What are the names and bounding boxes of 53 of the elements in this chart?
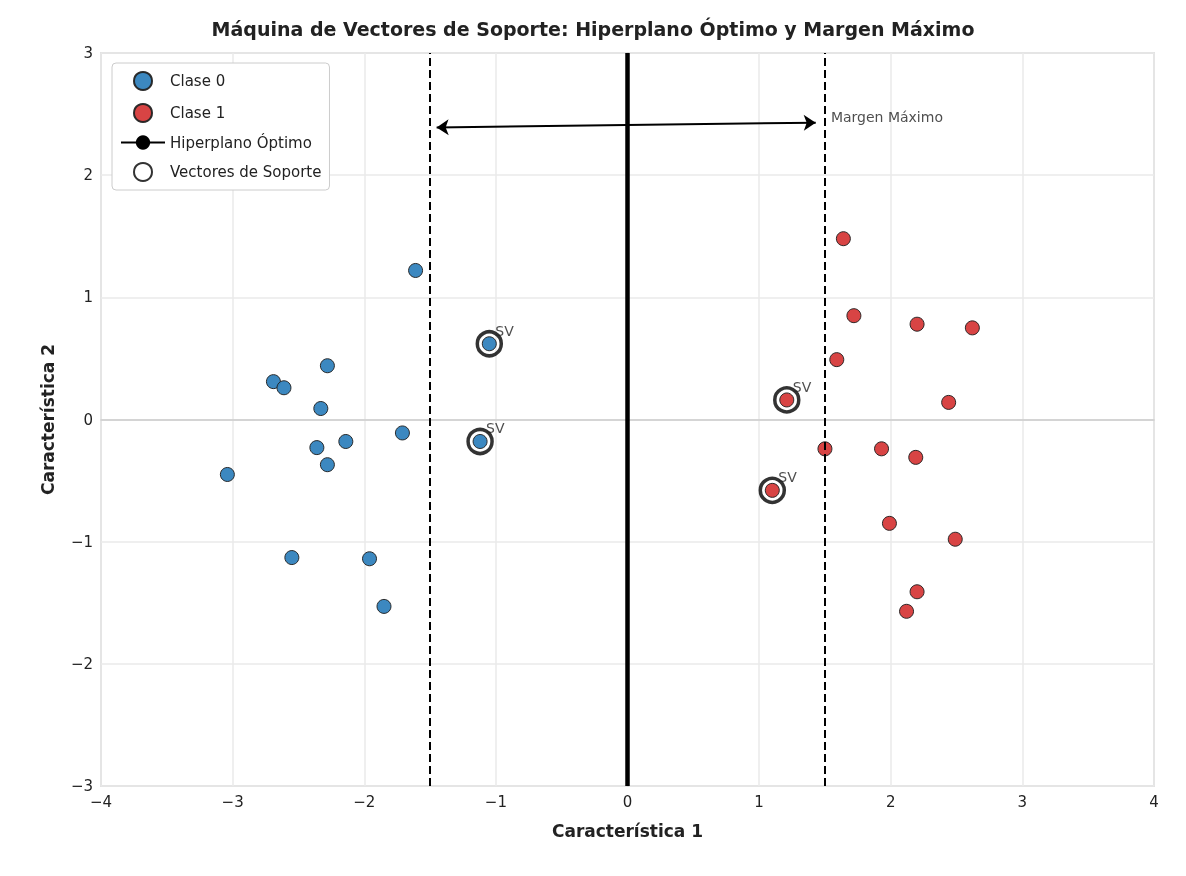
annotation: SV xyxy=(486,420,505,437)
point xyxy=(846,308,862,324)
annotation: Margen Máximo xyxy=(830,108,943,125)
legend-label: Hiperplano Óptimo xyxy=(170,132,312,152)
y-tick-label: −2 xyxy=(70,654,93,673)
point xyxy=(394,425,410,441)
y-tick-label: 3 xyxy=(83,44,93,62)
point xyxy=(219,466,235,482)
x-axis-title: Característica 1 xyxy=(551,820,704,841)
x-tick-label: −4 xyxy=(89,792,113,811)
x-tick-label: 4 xyxy=(1149,792,1159,811)
x-tick-label: −2 xyxy=(353,792,376,811)
point xyxy=(362,551,378,567)
point xyxy=(376,598,392,614)
x-tick-label: 0 xyxy=(622,792,633,811)
annotation: SV xyxy=(495,322,515,339)
y-tick-label: −3 xyxy=(70,777,93,795)
point xyxy=(319,358,335,374)
point xyxy=(265,374,281,390)
y-axis-title: Característica 2 xyxy=(37,343,58,496)
point xyxy=(941,394,957,410)
point xyxy=(309,440,325,456)
y-tick-label: 2 xyxy=(83,166,93,185)
x-tick-label: 3 xyxy=(1017,792,1028,811)
point xyxy=(947,531,963,547)
point xyxy=(874,441,890,457)
x-tick-label: 1 xyxy=(754,792,764,811)
chart-title: Máquina de Vectores de Soporte: Hiperplano Óptimo y Margen Máximo xyxy=(211,16,975,40)
y-tick-label: 0 xyxy=(83,410,93,429)
y-tick-label: 1 xyxy=(83,288,93,307)
point xyxy=(909,584,925,600)
x-tick-label: 2 xyxy=(885,792,896,811)
point xyxy=(284,550,300,566)
point xyxy=(835,231,851,247)
point xyxy=(313,401,329,416)
y-tick-label: −1 xyxy=(70,532,93,551)
point xyxy=(909,316,925,332)
legend-label: Clase 1 xyxy=(170,104,226,122)
legend-label: Clase 0 xyxy=(170,72,226,90)
point xyxy=(881,515,897,531)
point xyxy=(338,433,354,449)
legend-label: Vectores de Soporte xyxy=(170,163,322,181)
annotation: SV xyxy=(792,378,812,395)
point xyxy=(408,262,424,278)
x-tick-label: −3 xyxy=(221,792,244,811)
x-tick-label: −1 xyxy=(484,792,507,811)
point xyxy=(276,380,292,396)
point xyxy=(319,457,335,473)
point xyxy=(908,449,924,465)
point xyxy=(899,603,915,619)
annotation: SV xyxy=(778,469,798,486)
point xyxy=(964,320,980,336)
point xyxy=(829,352,845,368)
